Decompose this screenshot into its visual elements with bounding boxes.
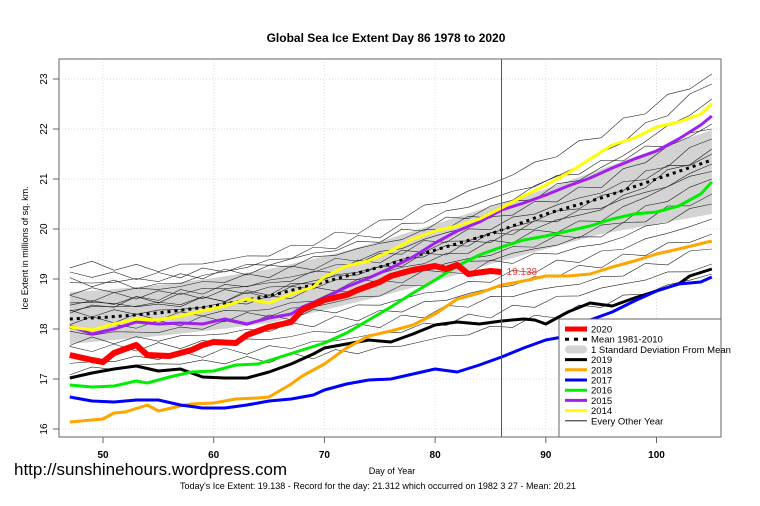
y-tick-label: 17	[39, 373, 50, 385]
series-line-2015	[69, 114, 713, 336]
legend-label: 2018	[591, 365, 612, 376]
x-axis: 50 60 70 80 90 100	[97, 437, 665, 461]
x-tick-label: 70	[319, 450, 331, 461]
legend-label: Mean 1981-2010	[591, 335, 663, 346]
other-year-line	[69, 218, 712, 336]
series-line-2014	[69, 102, 713, 332]
y-axis: 16 17 18 19 20 21 22 23	[39, 73, 59, 435]
x-axis-label: Day of Year	[369, 466, 416, 476]
legend-label: 2015	[591, 396, 612, 407]
other-year-line	[69, 163, 712, 312]
series-layer	[69, 102, 713, 424]
legend-swatch	[565, 345, 587, 354]
x-tick-label: 50	[97, 450, 109, 461]
other-year-line	[69, 73, 713, 273]
series-line-2019	[69, 267, 713, 380]
x-tick-label: 80	[430, 450, 442, 461]
other-year-line	[69, 98, 713, 284]
legend-label: 2017	[591, 376, 612, 387]
footer-text: Today's Ice Extent: 19.138 - Record for …	[180, 481, 576, 491]
series-line-mean-1981-2010	[69, 158, 713, 321]
legend-label: Every Other Year	[591, 416, 663, 427]
y-tick-label: 18	[39, 323, 50, 335]
y-tick-label: 19	[39, 273, 50, 285]
y-axis-label: Ice Extent in millions of sq. km.	[20, 186, 30, 310]
legend-label: 2014	[591, 406, 612, 417]
other-year-line	[69, 171, 712, 308]
x-tick-label: 90	[540, 450, 552, 461]
legend-label: 1 Standard Deviation From Mean	[591, 345, 731, 356]
legend-label: 2016	[591, 386, 612, 397]
series-line-2017	[69, 275, 713, 410]
y-tick-label: 21	[39, 173, 50, 185]
y-tick-label: 22	[39, 123, 50, 135]
footer-stats: Today's Ice Extent: 19.138 - Record for …	[0, 481, 760, 491]
chart-title: Global Sea Ice Extent Day 86 1978 to 202…	[267, 31, 506, 45]
y-tick-label: 23	[39, 73, 50, 85]
x-tick-label: 100	[648, 450, 665, 461]
series-line-2016	[69, 180, 713, 389]
other-year-line	[69, 248, 712, 352]
other-year-line	[69, 128, 712, 290]
legend-label: 2020	[591, 325, 612, 336]
other-year-line	[69, 138, 712, 303]
other-year-line	[69, 203, 712, 330]
other-year-line	[69, 153, 712, 314]
other-year-line	[69, 148, 713, 306]
y-tick-label: 20	[39, 223, 50, 235]
other-year-line	[69, 233, 712, 346]
legend-label: 2019	[591, 355, 612, 366]
watermark-url[interactable]: http://sunshinehours.wordpress.com	[14, 460, 288, 479]
series-line-2020	[69, 262, 502, 365]
y-tick-label: 16	[39, 423, 50, 435]
plot-frame	[58, 58, 722, 438]
current-value-label: 19.138	[507, 267, 538, 278]
series-line-2018	[69, 239, 713, 424]
x-tick-label: 60	[208, 450, 220, 461]
other-year-line	[69, 193, 712, 325]
